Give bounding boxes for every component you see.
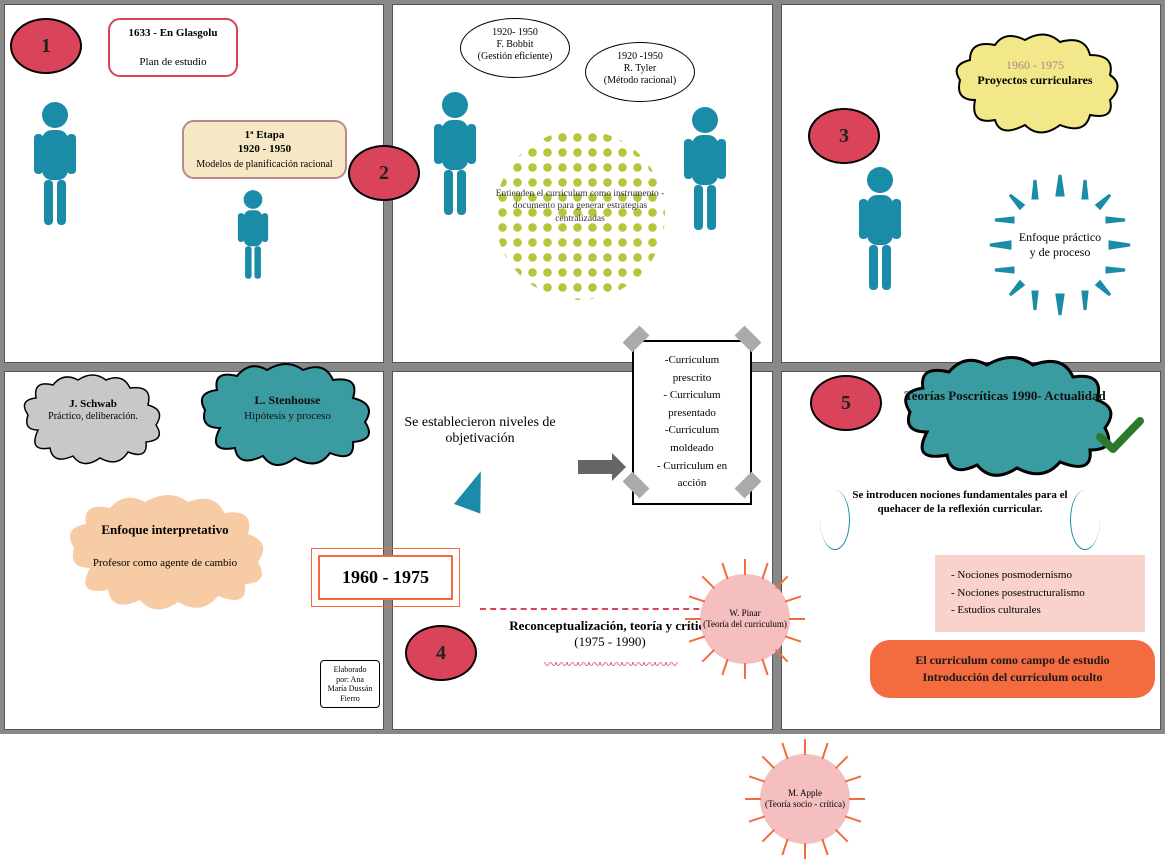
burst-enfoque: Enfoque práctico y de proceso — [985, 170, 1135, 320]
speech-glasgow: 1633 - En Glasgolu Plan de estudio — [108, 18, 238, 77]
speech-year: 1633 - En Glasgolu — [129, 27, 218, 39]
thought-tyler: 1920 -1950 R. Tyler (Método racional) — [585, 42, 695, 102]
intro-text: Se introducen nociones fundamentales par… — [850, 488, 1070, 517]
cloud-stenhouse: L. Stenhouse Hipótesis y proceso — [195, 358, 380, 473]
person-icon — [235, 188, 271, 283]
badge-3: 3 — [808, 108, 880, 164]
check-icon — [1095, 415, 1145, 455]
etapa-title: 1ª Etapa — [245, 129, 285, 141]
sunburst-apple: M. Apple(Teoría socio - crítica) — [760, 754, 850, 844]
thought-bobbit: 1920- 1950 F. Bobbit (Gestión eficiente) — [460, 18, 570, 78]
etapa-desc: Modelos de planificación racional — [196, 159, 332, 170]
cloud-proyectos: 1960 - 1975 Proyectos curriculares — [945, 30, 1125, 140]
arrow-right-icon — [578, 460, 612, 474]
datebox-1960: 1960 - 1975 — [318, 555, 453, 600]
badge-4: 4 — [405, 625, 477, 681]
etapa-box: 1ª Etapa 1920 - 1950 Modelos de planific… — [182, 120, 347, 179]
notebox-curriculum: -Curriculum prescrito - Curriculum prese… — [632, 340, 752, 505]
niveles-text: Se establecieron niveles de objetivación — [390, 415, 570, 447]
badge-1: 1 — [10, 18, 82, 74]
notions-box: - Nociones posmodernismo - Nociones pose… — [935, 555, 1145, 632]
person-icon — [430, 90, 480, 220]
etapa-years: 1920 - 1950 — [238, 143, 291, 155]
person-icon — [30, 100, 80, 230]
cloud-poscriticas: Teorías Poscríticas 1990- Actualidad — [895, 350, 1115, 480]
person-icon — [855, 165, 905, 295]
credit-box: Elaborado por: Ana María Dussán Fierro — [320, 660, 380, 708]
speech-sub: Plan de estudio — [139, 56, 206, 68]
center-text: Entienden el curriculum como instrumento… — [490, 188, 670, 225]
brace-icon — [1070, 490, 1100, 550]
cloud-enfoque: Enfoque interpretativo Profesor como age… — [60, 488, 270, 618]
brace-icon — [820, 490, 850, 550]
person-icon — [680, 105, 730, 235]
badge-2: 2 — [348, 145, 420, 201]
cloud-schwab: J. Schwab Práctico, deliberación. — [18, 370, 168, 470]
orange-box: El curriculum como campo de estudio Intr… — [870, 640, 1155, 698]
sunburst-pinar: W. Pinar(Teoría del curriculum) — [700, 574, 790, 664]
badge-5: 5 — [810, 375, 882, 431]
